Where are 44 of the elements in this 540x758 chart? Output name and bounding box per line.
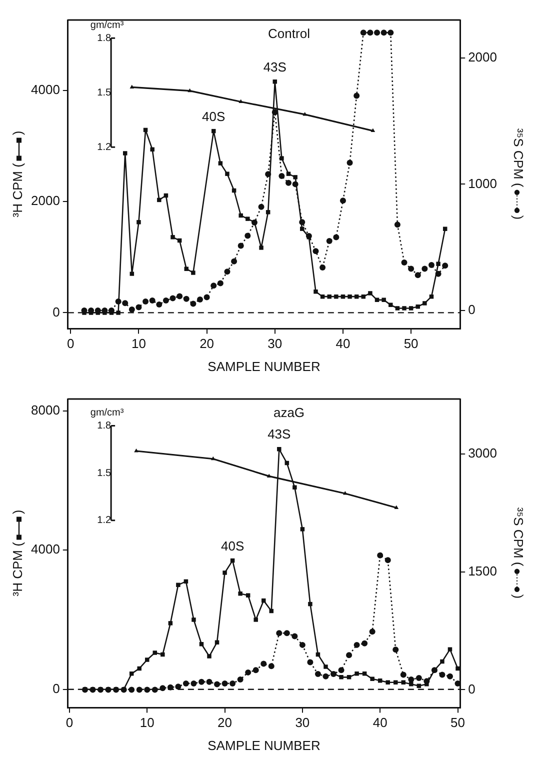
y3-tick-label: 1.5 bbox=[97, 468, 112, 479]
y3-tick-label: 1.5 bbox=[97, 87, 112, 98]
x-axis-title: SAMPLE NUMBER bbox=[208, 738, 320, 753]
y-tick-label: 0 bbox=[52, 680, 60, 696]
x-tick-label: 50 bbox=[450, 715, 465, 730]
y-tick-label: 0 bbox=[52, 304, 60, 320]
x-tick-label: 0 bbox=[66, 715, 74, 730]
y2-tick-label: 0 bbox=[468, 302, 476, 318]
y2-tick-label: 3000 bbox=[468, 446, 497, 461]
y2-tick-label: 1000 bbox=[468, 176, 497, 191]
y-tick-label: 8000 bbox=[31, 402, 60, 418]
y3-axis-title: gm/cm³ bbox=[90, 408, 124, 419]
text: azaG bbox=[273, 405, 305, 420]
x-tick-label: 20 bbox=[218, 715, 232, 730]
y3-tick-label: 1.2 bbox=[97, 515, 112, 526]
y-tick-label: 4000 bbox=[31, 82, 60, 98]
x-axis-title: SAMPLE NUMBER bbox=[208, 358, 320, 374]
y-tick-label: 2000 bbox=[31, 193, 60, 208]
text: ³H CPM ( ) bbox=[10, 510, 25, 597]
y3-tick-label: 1.8 bbox=[97, 420, 112, 432]
x-tick-label: 10 bbox=[140, 715, 154, 730]
annotation: 40S bbox=[202, 109, 226, 124]
x-tick-label: 10 bbox=[131, 336, 146, 352]
y2-tick-label: 2000 bbox=[468, 49, 497, 64]
text: ³⁵S CPM ( ) bbox=[511, 128, 526, 220]
x-tick-label: 40 bbox=[336, 336, 350, 352]
annotation: 43S bbox=[263, 60, 287, 75]
text: ³H CPM ( ) bbox=[10, 131, 25, 218]
x-tick-label: 30 bbox=[295, 715, 310, 730]
text: Control bbox=[268, 26, 310, 42]
text: ³⁵S CPM ( ) bbox=[511, 508, 526, 599]
y-tick-label: 4000 bbox=[31, 542, 60, 557]
y3-axis-title: gm/cm³ bbox=[90, 20, 124, 31]
annotation: 43S bbox=[268, 426, 292, 442]
x-tick-label: 50 bbox=[404, 336, 418, 352]
y2-tick-label: 0 bbox=[468, 681, 476, 696]
y2-tick-label: 1500 bbox=[468, 563, 497, 578]
y3-tick-label: 1.2 bbox=[97, 142, 112, 153]
x-tick-label: 40 bbox=[372, 715, 388, 730]
x-tick-label: 30 bbox=[268, 336, 282, 352]
x-tick-label: 0 bbox=[67, 336, 74, 352]
annotation: 40S bbox=[220, 538, 244, 554]
y3-tick-label: 1.8 bbox=[97, 32, 112, 44]
x-tick-label: 20 bbox=[200, 336, 214, 352]
